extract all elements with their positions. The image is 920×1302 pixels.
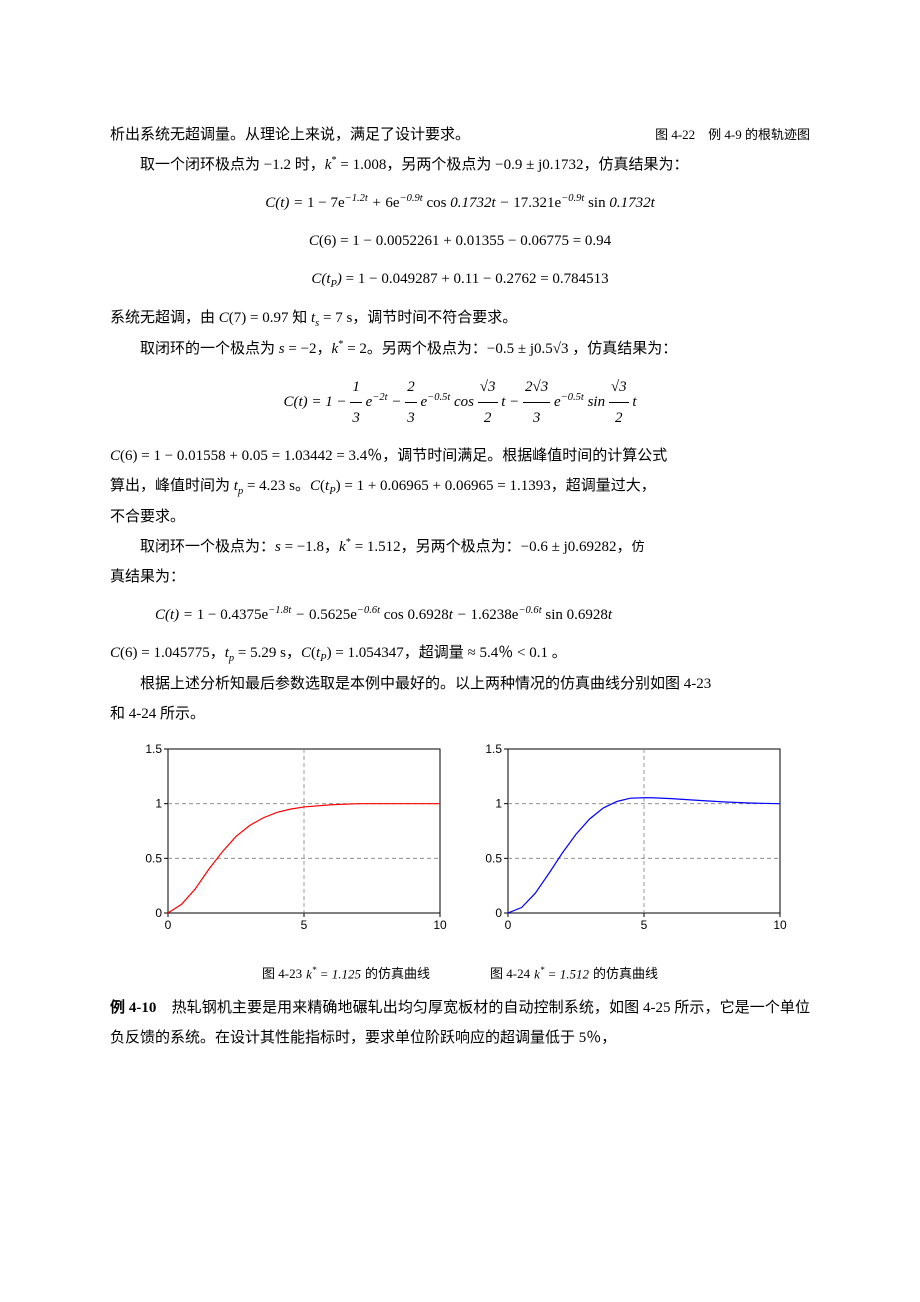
svg-text:5: 5 [301, 918, 308, 932]
para-intro: 析出系统无超调量。从理论上来说，满足了设计要求。 [110, 120, 470, 150]
para-5b: 真结果为： [110, 562, 810, 592]
svg-text:0: 0 [505, 918, 512, 932]
para-3: 取闭环的一个极点为 s = −2，k* = 2。另两个极点为：−0.5 ± j0… [110, 334, 810, 364]
eq-3: C(tP) = 1 − 0.049287 + 0.11 − 0.2762 = 0… [110, 264, 810, 295]
svg-text:1.5: 1.5 [145, 742, 162, 756]
chart-left-box: 0 5 10 0 0.5 1 1.5 [130, 739, 450, 950]
para-4b: 算出，峰值时间为 tp = 4.23 s。C(tP) = 1 + 0.06965… [110, 471, 810, 502]
fig-4-24-caption: 图 4-24 k* = 1.512 的仿真曲线 [490, 961, 658, 987]
chart-right: 0 5 10 0 0.5 1 1.5 [470, 739, 790, 939]
para-4c: 不合要求。 [110, 502, 810, 532]
top-line: 析出系统无超调量。从理论上来说，满足了设计要求。 图 4-22 例 4-9 的根… [110, 120, 810, 150]
example-4-10-text: 热轧钢机主要是用来精确地碾轧出均匀厚宽板材的自动控制系统，如图 4-25 所示，… [110, 1000, 810, 1046]
para-7: 根据上述分析知最后参数选取是本例中最好的。以上两种情况的仿真曲线分别如图 4-2… [110, 669, 810, 699]
fig-4-24-k: k* = 1.512 [534, 961, 589, 987]
para-5a: 取闭环一个极点为：s = −1.8，k* = 1.512，另两个极点为：−0.6… [110, 532, 810, 562]
svg-text:0: 0 [495, 906, 502, 920]
svg-text:1: 1 [495, 797, 502, 811]
fig-4-23-suffix: 的仿真曲线 [365, 961, 430, 987]
eq-4: C(t) = 1 − 13 e−2t − 23 e−0.5t cos √32 t… [110, 372, 810, 433]
charts-row: 0 5 10 0 0.5 1 1.5 0 5 10 0 0.5 1 1.5 [110, 739, 810, 950]
fig-4-22-caption: 图 4-22 例 4-9 的根轨迹图 [655, 122, 810, 148]
eq-2: C(6) = 1 − 0.0052261 + 0.01355 − 0.06775… [110, 226, 810, 256]
example-4-10: 例 4-10 热轧钢机主要是用来精确地碾轧出均匀厚宽板材的自动控制系统，如图 4… [110, 993, 810, 1053]
para-6: C(6) = 1.045775，tp = 5.29 s，C(tP) = 1.05… [110, 638, 810, 669]
fig-4-24-suffix: 的仿真曲线 [593, 961, 658, 987]
para-1: 取一个闭环极点为 −1.2 时，k* = 1.008，另两个极点为 −0.9 ±… [110, 150, 810, 180]
fig-4-23-label: 图 4-23 [262, 961, 302, 987]
example-4-10-label: 例 4-10 [110, 1000, 156, 1016]
para-7b: 和 4-24 所示。 [110, 699, 810, 729]
eq-1: C(t) = 1 − 7e−1.2t + 6e−0.9t cos 0.1732t… [110, 188, 810, 218]
svg-text:0.5: 0.5 [145, 851, 162, 865]
eq-5: C(t) = 1 − 0.4375e−1.8t − 0.5625e−0.6t c… [110, 600, 810, 630]
fig-4-23-caption: 图 4-23 k* = 1.125 的仿真曲线 [262, 961, 430, 987]
fig-4-23-k: k* = 1.125 [306, 961, 361, 987]
chart-right-box: 0 5 10 0 0.5 1 1.5 [470, 739, 790, 950]
svg-text:10: 10 [433, 918, 447, 932]
svg-text:0.5: 0.5 [485, 851, 502, 865]
para-4a: C(6) = 1 − 0.01558 + 0.05 = 1.03442 = 3.… [110, 441, 810, 471]
para-2: 系统无超调，由 C(7) = 0.97 知 ts = 7 s，调节时间不符合要求… [110, 303, 810, 334]
svg-text:5: 5 [641, 918, 648, 932]
svg-text:1: 1 [155, 797, 162, 811]
captions-row: 图 4-23 k* = 1.125 的仿真曲线 图 4-24 k* = 1.51… [110, 955, 810, 987]
fig-4-24-label: 图 4-24 [490, 961, 530, 987]
svg-text:0: 0 [165, 918, 172, 932]
svg-text:10: 10 [773, 918, 787, 932]
svg-text:1.5: 1.5 [485, 742, 502, 756]
page: 析出系统无超调量。从理论上来说，满足了设计要求。 图 4-22 例 4-9 的根… [0, 0, 920, 1302]
chart-left: 0 5 10 0 0.5 1 1.5 [130, 739, 450, 939]
svg-text:0: 0 [155, 906, 162, 920]
